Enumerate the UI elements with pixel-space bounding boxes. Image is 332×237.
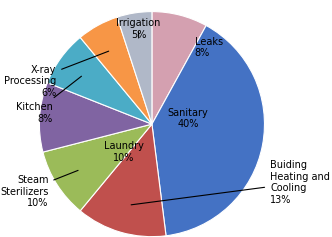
Text: Laundry
10%: Laundry 10%: [104, 141, 144, 163]
Wedge shape: [43, 124, 152, 211]
Text: Steam
Sterilizers
10%: Steam Sterilizers 10%: [0, 170, 78, 208]
Wedge shape: [152, 12, 206, 124]
Wedge shape: [152, 26, 265, 236]
Text: X-ray
Processing
6%: X-ray Processing 6%: [4, 51, 109, 98]
Text: Leaks
8%: Leaks 8%: [195, 37, 223, 58]
Wedge shape: [47, 37, 152, 124]
Wedge shape: [117, 12, 152, 124]
Text: Buiding
Heating and
Cooling
13%: Buiding Heating and Cooling 13%: [131, 160, 330, 205]
Text: Kitchen
8%: Kitchen 8%: [16, 76, 81, 124]
Text: Sanitary
40%: Sanitary 40%: [168, 108, 208, 129]
Wedge shape: [80, 17, 152, 124]
Wedge shape: [40, 83, 152, 152]
Wedge shape: [80, 124, 166, 237]
Text: Irrigation
5%: Irrigation 5%: [116, 18, 161, 40]
